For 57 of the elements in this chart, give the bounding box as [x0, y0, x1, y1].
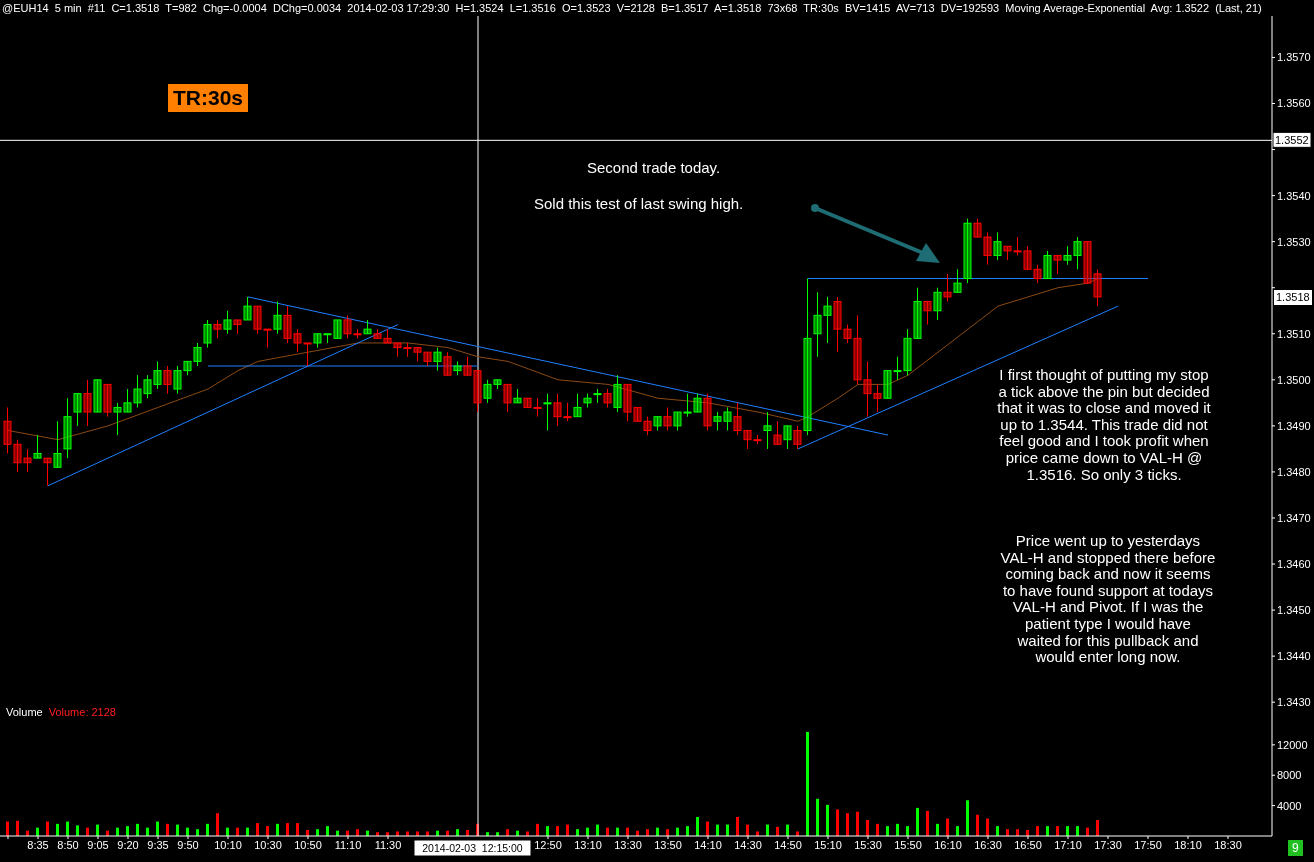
x-tick-label: 10:10 — [214, 838, 242, 851]
x-tick-label: 14:10 — [694, 838, 722, 851]
y-tick-label: 1.3560 — [1277, 97, 1311, 110]
y-tick-label: 1.3470 — [1277, 511, 1311, 524]
x-tick-label: 13:30 — [614, 838, 642, 851]
annotation: Volume: 2128 — [48, 706, 116, 718]
x-tick-label: 9:35 — [147, 838, 169, 851]
x-tick-label: 17:50 — [1134, 838, 1162, 851]
x-tick-label: 16:30 — [974, 838, 1002, 851]
y-tick-label: 1.3570 — [1277, 51, 1311, 64]
x-tick-label: 14:50 — [774, 838, 802, 851]
annotation: Price went up to yesterdays VAL-H and stopped there before coming back and now it seems to have found support at todays VAL-H and Pivot. If I was the patient type I would have waited for this pullback and would enter long now. — [999, 532, 1217, 666]
y-tick-label: 1.3500 — [1277, 373, 1311, 386]
text: 9 — [1288, 840, 1303, 856]
annotation: Sold this test of last swing high. — [534, 195, 744, 212]
x-tick-label: 10:30 — [254, 838, 282, 851]
x-tick-label: 15:50 — [894, 838, 922, 851]
annotation: I first thought of putting my stop a tick above the pin but decided that it was to close and moved it up to 1.3544. This trade did not feel good and I took profit when price came down to VAL-H @ 1.3516. So only 3 ticks. — [996, 366, 1212, 484]
x-tick-label: 15:10 — [814, 838, 842, 851]
annotation: TR:30s — [168, 84, 249, 112]
x-tick-label: 18:30 — [1214, 838, 1242, 851]
x-tick-label: 16:10 — [934, 838, 962, 851]
x-tick-label: 11:30 — [374, 838, 402, 851]
x-tick-label: 9:20 — [117, 838, 139, 851]
y-tick-label: 1.3530 — [1277, 235, 1311, 248]
chart-title: @EUH14 5 min #11 C=1.3518 T=982 Chg=-0.0004 DChg=0.0034 2014-02-03 17:29:30 H=1.3524 L=1.3516 O=1.3523 V=2128 B=1.3517 A=1.3518 73x68 TR:30s BV=1415 AV=713 DV=192593 Moving Average-Exponential Avg: 1.3522 (Last, 21) — [1, 1, 1263, 16]
x-tick-label: 9:50 — [177, 838, 199, 851]
y-tick-label: 1.3510 — [1277, 327, 1311, 340]
x-tick-label: 18:10 — [1174, 838, 1202, 851]
ref-line-label: 1.3552 — [1275, 134, 1309, 147]
x-tick-label: 8:35 — [27, 838, 49, 851]
x-tick-label: 8:50 — [57, 838, 79, 851]
x-tick-label: 14:30 — [734, 838, 762, 851]
annotation: 1.3518 — [1273, 288, 1313, 306]
x-tick-label: 17:10 — [1054, 838, 1082, 851]
x-tick-label: 12:50 — [534, 838, 562, 851]
x-tick-label: 16:50 — [1014, 838, 1042, 851]
y-tick-label: 1.3480 — [1277, 465, 1311, 478]
x-tick-label: 15:30 — [854, 838, 882, 851]
y-tick-label: 1.3540 — [1277, 189, 1311, 202]
y-tick-label: 1.3490 — [1277, 419, 1311, 432]
y-tick-label: 1.3440 — [1277, 650, 1311, 663]
y-tick-label: 1.3460 — [1277, 557, 1311, 570]
x-tick-label: 17:30 — [1094, 838, 1122, 851]
x-tick-label: 9:05 — [87, 838, 109, 851]
x-tick-label: 13:10 — [574, 838, 602, 851]
y-tick-label: 12000 — [1277, 738, 1308, 751]
y-tick-label: 1.3430 — [1277, 696, 1311, 709]
y-tick-label: 1.3450 — [1277, 603, 1311, 616]
annotation: Second trade today. — [587, 159, 721, 176]
x-tick-label: 13:50 — [654, 838, 682, 851]
y-tick-label: 4000 — [1277, 799, 1302, 812]
ref-line-label: 2014-02-03 12:15:00 — [422, 842, 523, 854]
x-tick-label: 10:50 — [294, 838, 322, 851]
chart-title: Volume — [6, 706, 43, 718]
y-tick-label: 8000 — [1277, 769, 1302, 782]
x-tick-label: 11:10 — [334, 838, 362, 851]
